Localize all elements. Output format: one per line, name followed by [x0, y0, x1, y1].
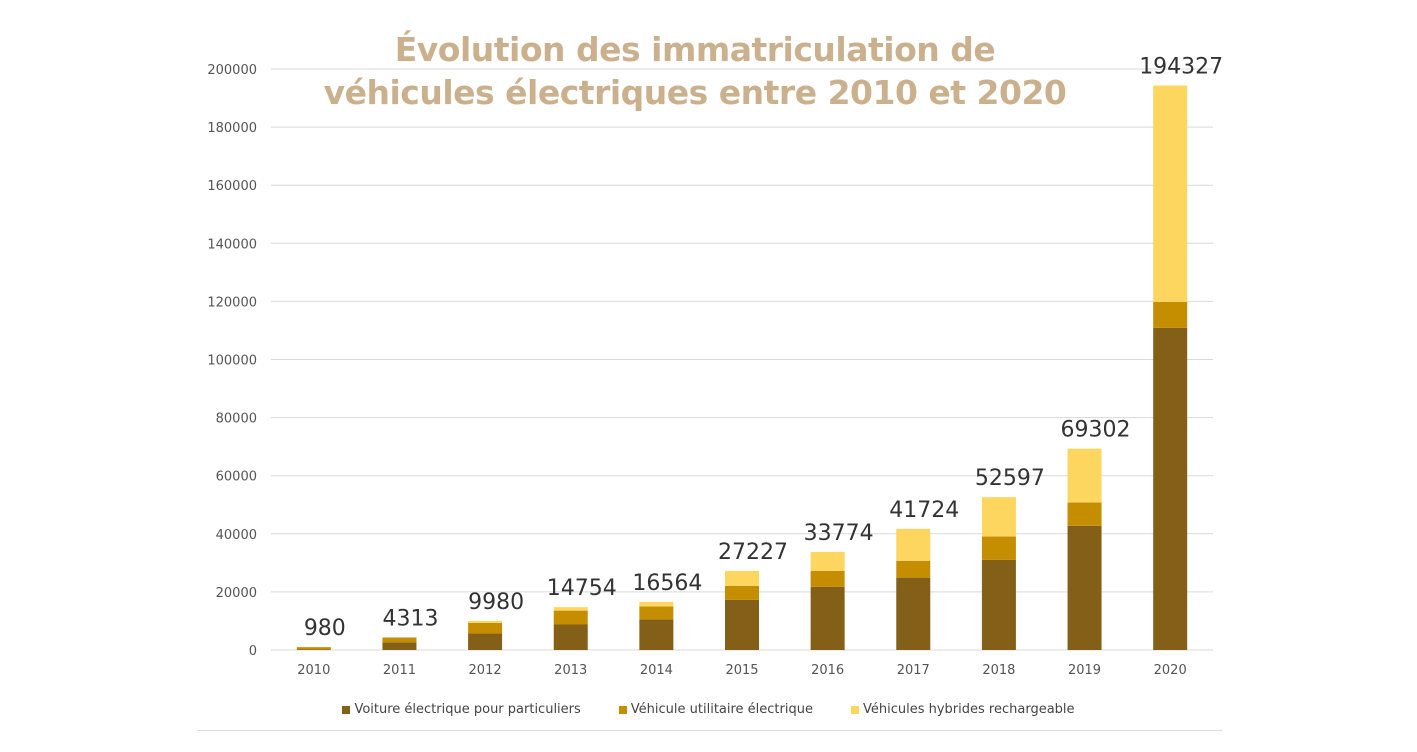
bar-segment: [896, 560, 931, 578]
y-tick-label: 100000: [207, 354, 257, 369]
bar-segment: [1153, 301, 1188, 328]
bar-segment: [896, 528, 931, 561]
legend-swatch: [850, 705, 859, 714]
bar-segment: [981, 536, 1016, 560]
total-data-label: 980: [304, 616, 346, 641]
total-data-label: 33774: [804, 521, 874, 546]
bar-segment: [382, 642, 417, 650]
bar-segment: [981, 559, 1016, 650]
y-tick-label: 200000: [207, 63, 257, 78]
legend-label: Véhicule utilitaire électrique: [630, 702, 813, 717]
y-tick-label: 40000: [216, 528, 257, 543]
bar-segment: [981, 497, 1016, 537]
bar-segment: [725, 570, 759, 586]
x-tick-label: 2013: [554, 663, 587, 678]
legend-swatch: [618, 705, 627, 714]
bar-segment: [1153, 327, 1188, 650]
bar-segment: [639, 606, 674, 620]
legend-item-voiture: Voiture électrique pour particuliers: [342, 702, 581, 717]
bar-segment: [553, 610, 588, 625]
chart-title-line-1: Évolution des immatriculation de: [394, 30, 996, 69]
y-tick-label: 20000: [216, 586, 257, 601]
legend: Voiture électrique pour particuliers Véh…: [0, 702, 1417, 717]
x-tick-label: 2015: [725, 663, 758, 678]
total-data-label: 27227: [718, 540, 788, 565]
x-tick-label: 2020: [1154, 663, 1187, 678]
bar-segment: [639, 619, 674, 650]
total-data-label: 41724: [889, 498, 959, 523]
legend-label: Voiture électrique pour particuliers: [354, 702, 581, 717]
bar-segment: [810, 551, 845, 571]
bar-segment: [725, 599, 759, 650]
x-tick-label: 2018: [982, 663, 1015, 678]
total-data-label: 16564: [632, 571, 702, 596]
bar-segment: [553, 607, 588, 611]
total-data-label: 4313: [382, 606, 438, 631]
y-tick-label: 60000: [216, 470, 257, 485]
total-data-label: 52597: [975, 466, 1045, 491]
bottom-divider: [197, 730, 1222, 731]
x-tick-label: 2011: [383, 663, 416, 678]
bar-segment: [468, 621, 503, 623]
total-data-label: 14754: [547, 576, 617, 601]
x-tick-label: 2016: [811, 663, 844, 678]
x-tick-label: 2012: [469, 663, 502, 678]
y-tick-label: 80000: [216, 412, 257, 427]
chart-title-line-2: véhicules électriques entre 2010 et 2020: [323, 73, 1067, 112]
y-tick-label: 120000: [207, 295, 257, 310]
y-tick-label: 140000: [207, 237, 257, 252]
legend-swatch: [342, 705, 351, 714]
bar-segment: [553, 624, 588, 650]
bar-segment: [639, 601, 674, 607]
y-tick-label: 180000: [207, 121, 257, 136]
x-tick-label: 2019: [1068, 663, 1101, 678]
x-tick-label: 2010: [297, 663, 330, 678]
bar-segment: [296, 649, 331, 650]
bar-segment: [810, 586, 845, 650]
legend-item-hybrides: Véhicules hybrides rechargeable: [850, 702, 1075, 717]
y-tick-label: 160000: [207, 179, 257, 194]
bar-segment: [810, 570, 845, 587]
legend-item-utilitaire: Véhicule utilitaire électrique: [618, 702, 813, 717]
bar-segment: [1067, 502, 1102, 526]
x-tick-label: 2014: [640, 663, 673, 678]
total-data-label: 9980: [468, 590, 524, 615]
total-data-label: 194327: [1139, 54, 1223, 79]
bar-segment: [896, 577, 931, 650]
y-tick-label: 0: [249, 644, 257, 659]
bar-segment: [468, 633, 503, 650]
bar-segment: [468, 622, 503, 634]
x-tick-label: 2017: [897, 663, 930, 678]
bar-segment: [725, 585, 759, 600]
bar-segment: [1067, 448, 1102, 503]
bar-segment: [1153, 85, 1188, 302]
bar-segment: [296, 647, 331, 650]
chart-title: Évolution des immatriculation de véhicul…: [300, 28, 1090, 114]
bar-segment: [1067, 525, 1102, 650]
bar-segment: [382, 637, 417, 643]
legend-label: Véhicules hybrides rechargeable: [862, 702, 1075, 717]
total-data-label: 69302: [1061, 418, 1131, 443]
